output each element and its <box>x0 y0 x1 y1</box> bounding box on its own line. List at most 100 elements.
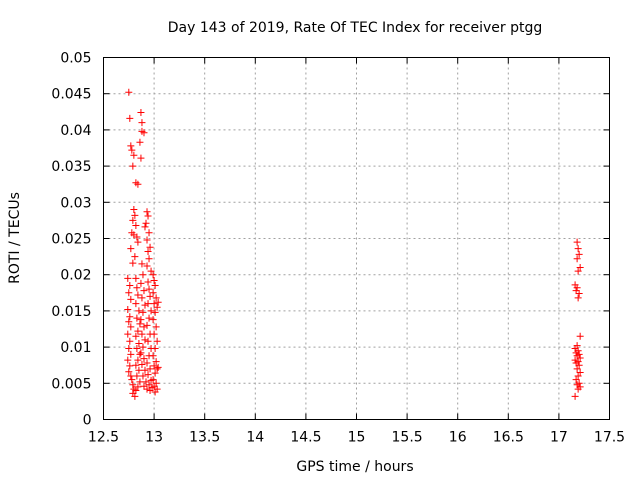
data-point <box>143 262 151 270</box>
data-point <box>125 318 133 326</box>
data-point <box>138 360 146 368</box>
data-point <box>124 356 132 364</box>
data-point <box>149 271 157 279</box>
y-tick-label: 0.045 <box>51 87 91 103</box>
data-point <box>126 282 134 290</box>
data-point <box>124 330 132 338</box>
data-point <box>150 382 158 390</box>
data-point <box>125 88 133 96</box>
data-point <box>143 236 151 244</box>
data-point <box>142 378 150 386</box>
data-point <box>144 300 152 308</box>
data-point <box>133 284 141 292</box>
data-point <box>124 274 132 282</box>
data-point <box>151 308 159 316</box>
data-point <box>140 287 148 295</box>
data-point <box>134 356 142 364</box>
x-tick-label: 15.5 <box>392 430 423 446</box>
data-point <box>127 295 135 303</box>
data-point <box>151 388 159 396</box>
grid-lines <box>103 57 610 420</box>
data-point <box>126 362 134 370</box>
data-point <box>574 372 582 380</box>
data-point <box>132 387 140 395</box>
data-point <box>130 151 138 159</box>
data-point <box>144 248 152 256</box>
data-point <box>137 109 145 117</box>
data-point <box>145 381 153 389</box>
data-point <box>140 382 148 390</box>
data-point <box>128 376 136 384</box>
data-point <box>132 361 140 369</box>
data-point <box>136 138 144 146</box>
data-point <box>140 323 148 331</box>
x-tick-label: 13.5 <box>189 430 220 446</box>
x-tick-label: 16 <box>449 430 467 446</box>
data-point <box>144 371 152 379</box>
x-axis-label: GPS time / hours <box>296 459 413 475</box>
data-point <box>138 294 146 302</box>
data-point <box>132 274 140 282</box>
data-point <box>573 365 581 373</box>
data-point <box>149 289 157 297</box>
x-tick-label: 13 <box>145 430 163 446</box>
data-point <box>138 330 146 338</box>
data-point <box>138 119 146 127</box>
y-tick-label: 0.005 <box>51 376 91 392</box>
data-point <box>144 212 152 220</box>
data-point <box>154 363 162 371</box>
data-point <box>149 316 157 324</box>
data-point <box>149 376 157 384</box>
data-point <box>143 208 151 216</box>
y-tick-label: 0.02 <box>60 268 91 284</box>
data-point <box>125 345 133 353</box>
data-point <box>133 233 141 241</box>
data-point <box>152 358 160 366</box>
y-tick-label: 0.03 <box>60 195 91 211</box>
data-point <box>147 267 155 275</box>
y-tick-label: 0.015 <box>51 304 91 320</box>
data-point <box>153 303 161 311</box>
data-point <box>136 350 144 358</box>
data-point <box>125 368 133 376</box>
data-point <box>132 221 140 229</box>
data-point <box>572 376 580 384</box>
y-tick-label: 0.01 <box>60 340 91 356</box>
data-point <box>126 337 134 345</box>
data-point <box>574 294 582 302</box>
data-point <box>135 307 143 315</box>
data-point <box>124 305 132 313</box>
data-point <box>141 366 149 374</box>
chart-title: Day 143 of 2019, Rate Of TEC Index for r… <box>168 20 543 36</box>
data-point <box>129 162 137 170</box>
x-tick-label: 14.5 <box>290 430 321 446</box>
data-point <box>575 361 583 369</box>
data-point <box>142 219 150 227</box>
data-point <box>127 372 135 380</box>
data-point <box>135 366 143 374</box>
data-points <box>124 88 584 400</box>
data-point <box>150 276 158 284</box>
data-point <box>571 392 579 400</box>
data-point <box>150 362 158 370</box>
data-point <box>145 255 153 263</box>
data-point <box>134 238 142 246</box>
data-point <box>145 229 153 237</box>
data-point <box>136 378 144 386</box>
data-point <box>149 352 157 360</box>
y-axis-label: ROTI / TECUs <box>7 192 23 284</box>
data-point <box>574 245 582 253</box>
data-point <box>574 267 582 275</box>
x-tick-label: 15 <box>348 430 366 446</box>
data-point <box>127 142 135 150</box>
data-point <box>139 271 147 279</box>
x-tick-label: 17 <box>550 430 568 446</box>
data-point <box>140 355 148 363</box>
data-point <box>573 284 581 292</box>
data-point <box>574 385 582 393</box>
data-point <box>141 301 149 309</box>
data-point <box>134 327 142 335</box>
data-point <box>133 345 141 353</box>
data-point <box>576 354 584 362</box>
data-point <box>125 289 133 297</box>
